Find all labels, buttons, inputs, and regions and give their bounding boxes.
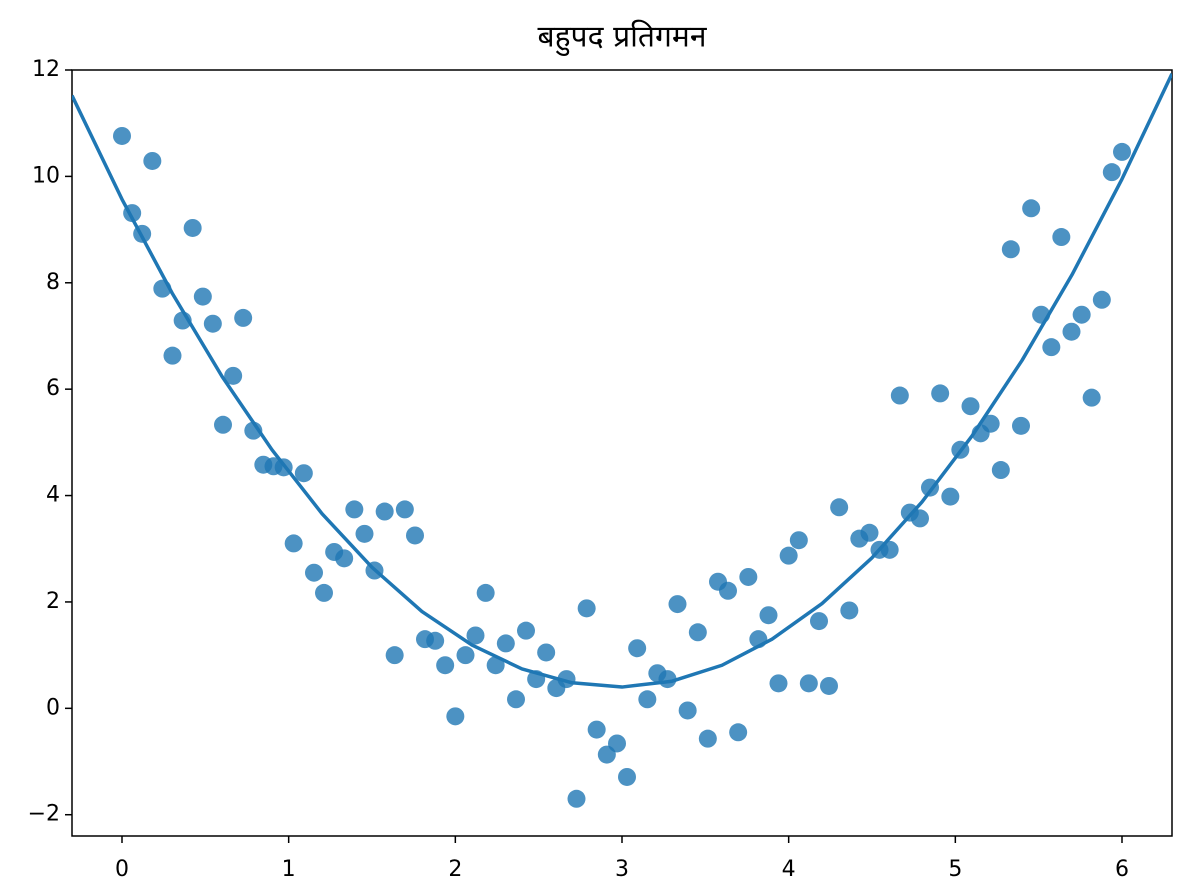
data-point (517, 621, 535, 640)
data-point (991, 461, 1010, 480)
data-point (860, 523, 879, 542)
data-point (961, 397, 980, 416)
data-point (981, 414, 1000, 433)
x-tick-label: 6 (1115, 857, 1129, 882)
data-point (406, 526, 424, 545)
fit-line (72, 72, 1172, 689)
data-point (840, 601, 859, 620)
data-point (456, 646, 475, 665)
data-point (113, 126, 131, 145)
data-point (315, 583, 333, 602)
data-point (1012, 416, 1030, 435)
chart-title: बहुपद प्रतिगमन (538, 20, 708, 57)
data-point (608, 734, 626, 753)
data-point (830, 498, 849, 517)
data-point (305, 563, 323, 582)
data-point (729, 723, 748, 742)
x-tick-label: 1 (282, 857, 296, 882)
data-point (567, 789, 586, 808)
y-tick-label: 6 (46, 376, 60, 401)
plot-area (72, 72, 1172, 808)
data-point (587, 720, 606, 739)
y-tick-label: 2 (46, 589, 60, 614)
data-point (486, 656, 505, 675)
x-tick-label: 3 (615, 857, 629, 882)
data-point (496, 634, 515, 653)
plot-frame (71, 69, 1173, 837)
data-point (1092, 290, 1111, 309)
data-point (1102, 163, 1121, 182)
data-point (163, 346, 182, 365)
x-tick-label: 2 (448, 857, 462, 882)
data-point (203, 314, 222, 333)
x-tick-label: 0 (115, 857, 129, 882)
data-point (335, 549, 354, 568)
y-tick-label: −2 (28, 802, 60, 827)
data-point (911, 509, 929, 528)
data-point (355, 524, 374, 543)
data-point (1052, 228, 1071, 247)
y-tick-label: 4 (46, 483, 60, 508)
data-point (678, 701, 697, 720)
x-tick-label: 5 (948, 857, 962, 882)
data-point (507, 690, 525, 709)
data-point (668, 595, 687, 614)
data-point (193, 287, 212, 306)
data-point (769, 674, 788, 693)
data-point (143, 151, 162, 170)
data-point (234, 308, 253, 327)
data-point (1072, 305, 1091, 324)
data-point (214, 415, 232, 434)
data-point (941, 487, 960, 506)
data-point (779, 546, 798, 565)
y-tick-label: 10 (32, 163, 60, 188)
y-tick-label: 12 (32, 57, 60, 82)
data-point (820, 676, 838, 695)
data-point (1022, 199, 1041, 218)
data-point (1062, 322, 1081, 341)
x-tick-label: 4 (782, 857, 796, 882)
data-point (466, 626, 485, 645)
data-point (628, 639, 647, 658)
data-point (698, 729, 717, 748)
y-tick-label: 8 (46, 270, 60, 295)
data-point (385, 646, 404, 665)
data-point (719, 581, 737, 600)
data-point (476, 583, 495, 602)
data-point (638, 690, 657, 709)
data-point (1042, 338, 1061, 357)
data-point (537, 643, 556, 662)
data-point (1001, 240, 1020, 259)
y-tick-label: 0 (46, 695, 60, 720)
data-point (799, 674, 818, 693)
data-point (426, 631, 445, 650)
data-point (688, 623, 707, 642)
data-point (618, 767, 636, 786)
data-point (345, 500, 364, 519)
data-point (577, 599, 596, 618)
data-point (1113, 142, 1131, 161)
data-point (1082, 388, 1101, 407)
data-point (375, 502, 394, 521)
data-point (931, 384, 950, 403)
data-point (183, 218, 202, 237)
data-point (890, 386, 909, 405)
data-point (395, 500, 414, 519)
data-point (436, 656, 455, 675)
data-point (294, 464, 313, 483)
data-point (739, 567, 758, 586)
data-point (446, 707, 465, 726)
data-point (759, 606, 778, 625)
data-point (810, 612, 828, 631)
data-point (224, 366, 243, 385)
data-point (789, 531, 808, 550)
data-point (284, 534, 303, 553)
